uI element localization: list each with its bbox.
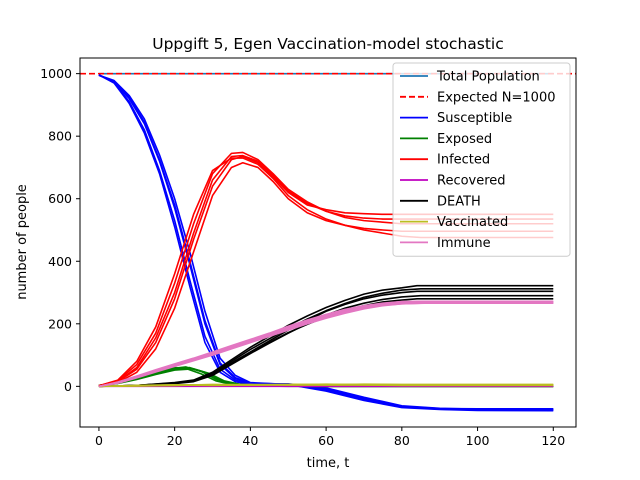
x-tick-label: 40	[242, 433, 258, 448]
y-tick-label: 800	[48, 129, 72, 144]
series-line-susceptible-run-5	[98, 74, 554, 411]
series-line-infected-run-2	[98, 151, 554, 387]
series-line-infected-run-1	[98, 155, 554, 387]
legend-label-expected-n-1000: Expected N=1000	[437, 90, 556, 105]
axes: 0 20 40 60 80 100 120 0 200 400 600 800 1000	[40, 57, 577, 448]
y-tick-label: 200	[48, 316, 72, 331]
y-tick-label: 600	[48, 191, 72, 206]
x-tick-label: 120	[541, 433, 565, 448]
legend: Total Population Expected N=1000 Susceptib…	[392, 62, 571, 257]
legend-label-total-population: Total Population	[436, 70, 540, 85]
legend-label-death: DEATH	[437, 194, 481, 209]
legend-label-exposed: Exposed	[437, 132, 492, 147]
y-axis-label: number of people	[15, 184, 30, 300]
legend-label-infected: Infected	[437, 153, 490, 168]
series-line-immune-run-4	[98, 301, 554, 388]
x-tick-label: 100	[466, 433, 490, 448]
series-line-vaccinated-run-5	[98, 383, 554, 388]
series-lines	[80, 72, 576, 412]
series-line-immune-run-5	[98, 302, 554, 388]
legend-box	[392, 62, 571, 257]
series-line-infected-run-4	[98, 157, 554, 387]
x-tick-label: 20	[167, 433, 183, 448]
x-tick-label: 60	[318, 433, 334, 448]
y-tick-label: 0	[64, 379, 72, 394]
series-line-infected-run-5	[98, 154, 554, 387]
legend-label-susceptible: Susceptible	[437, 111, 512, 126]
legend-label-vaccinated: Vaccinated	[437, 215, 508, 230]
plot-area	[80, 72, 576, 412]
legend-label-recovered: Recovered	[437, 174, 506, 189]
legend-label-immune: Immune	[437, 236, 491, 251]
series-line-infected-run-3	[98, 161, 554, 387]
x-tick-label: 0	[95, 433, 103, 448]
chart-title: Uppgift 5, Egen Vaccination-model stocha…	[152, 35, 504, 53]
x-axis-label: time, t	[307, 456, 350, 471]
axes-frame	[79, 57, 577, 428]
x-tick-label: 80	[394, 433, 410, 448]
y-tick-label: 1000	[40, 66, 72, 81]
y-tick-label: 400	[48, 254, 72, 269]
